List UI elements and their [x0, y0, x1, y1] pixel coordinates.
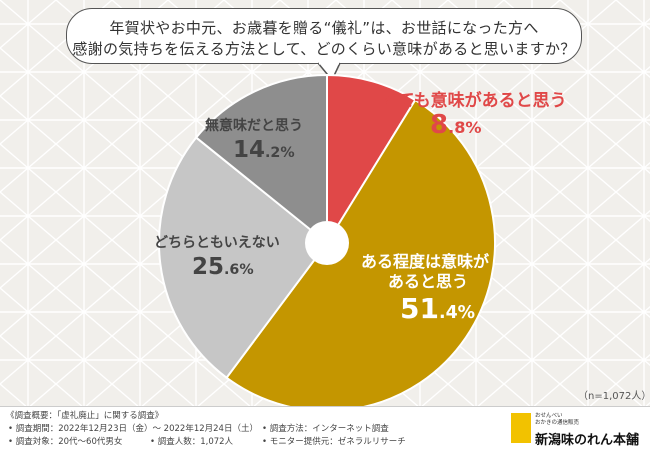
- survey-provider: • モニター提供元：ゼネラルリサーチ: [262, 437, 406, 447]
- label-meaningless: 無意味だと思う: [205, 118, 303, 134]
- brand-tagline: おせんべい おかきの通信販売: [535, 413, 579, 427]
- survey-title: 《調査概要：「虚礼廃止」に関する調査》: [6, 411, 164, 421]
- survey-period: • 調査期間：2022年12月23日（金）～ 2022年12月24日（土）: [8, 424, 258, 434]
- slice-neither: [158, 136, 329, 380]
- pct-very-meaningful: 8.8%: [430, 110, 482, 140]
- slice-meaningless: [194, 73, 328, 246]
- survey-target: • 調査対象：20代～60代男女: [8, 437, 123, 447]
- pct-dec: .4%: [438, 303, 476, 323]
- pct-int: 25: [192, 254, 225, 280]
- pct-meaningless: 14.2%: [233, 137, 295, 163]
- survey-count: • 調査人数：1,072人: [150, 437, 234, 447]
- label-somewhat-meaningful-2: あると思う: [388, 272, 469, 291]
- pct-int: 14: [233, 137, 266, 163]
- label-very-meaningful: とても意味があると思う: [381, 91, 567, 111]
- question-line-2: 感謝の気持ちを伝える方法として、どのくらい意味があると思いますか？: [72, 40, 576, 58]
- question-bubble: 年賀状やお中元、お歳暮を贈る“儀礼”は、お世話になった方へ 感謝の気持ちを伝える…: [66, 8, 582, 64]
- label-neither: どちらともいえない: [154, 235, 280, 251]
- brand-name: 新潟味のれん本舗: [535, 433, 640, 448]
- pct-int: 51: [400, 292, 439, 325]
- brand-logo-mark: [511, 413, 531, 443]
- sample-size-note: （n=1,072人）: [578, 391, 650, 402]
- pct-neither: 25.6%: [192, 254, 254, 280]
- brand-tag-2: おかきの通信販売: [535, 420, 580, 426]
- survey-footer: 《調査概要：「虚礼廃止」に関する調査》 • 調査期間：2022年12月23日（金…: [0, 406, 650, 451]
- pct-dec: .2%: [265, 145, 295, 161]
- pct-dec: .8%: [448, 118, 482, 137]
- donut-hole: [305, 221, 349, 265]
- brand-tag-1: おせんべい: [535, 413, 563, 419]
- survey-method: • 調査方法：インターネット調査: [262, 424, 389, 434]
- pct-dec: .6%: [224, 262, 254, 278]
- slice-somewhat-meaningful: [225, 98, 497, 406]
- slice-very-meaningful: [326, 73, 417, 247]
- label-somewhat-meaningful-1: ある程度は意味が: [361, 252, 490, 271]
- donut-chart: [158, 73, 497, 406]
- pct-somewhat-meaningful: 51.4%: [400, 292, 475, 325]
- pct-int: 8: [430, 110, 449, 140]
- question-line-1: 年賀状やお中元、お歳暮を贈る“儀礼”は、お世話になった方へ: [109, 19, 539, 37]
